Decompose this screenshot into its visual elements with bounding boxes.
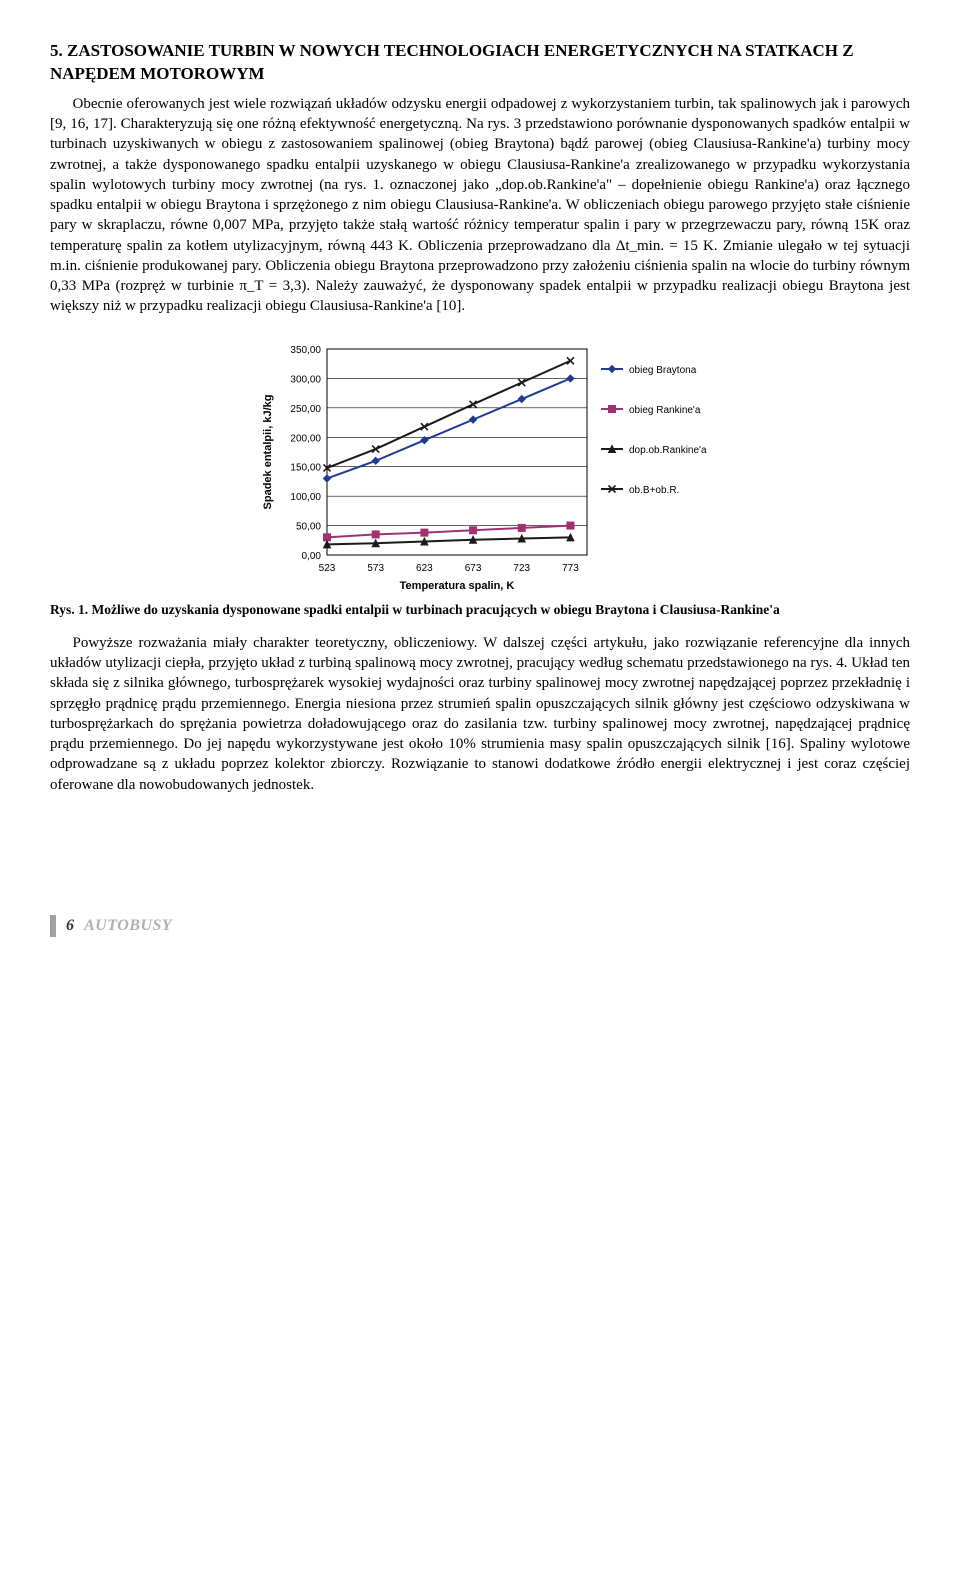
svg-text:Temperatura spalin, K: Temperatura spalin, K [400, 580, 515, 592]
chart-container: 0,00 50,00 100,00 150,00 200,00 250,00 300,00 3… [50, 335, 910, 595]
svg-text:ob.B+ob.R.: ob.B+ob.R. [629, 485, 679, 496]
paragraph-2: Powyższe rozważania miały charakter teor… [50, 633, 910, 795]
svg-text:100,00: 100,00 [290, 492, 321, 503]
svg-text:0,00: 0,00 [302, 551, 322, 562]
enthalpy-chart: 0,00 50,00 100,00 150,00 200,00 250,00 300,00 3… [245, 335, 715, 595]
footer-bar-icon [50, 915, 56, 937]
svg-text:573: 573 [367, 563, 384, 574]
svg-text:523: 523 [319, 563, 336, 574]
section-heading: 5. ZASTOSOWANIE TURBIN W NOWYCH TECHNOLO… [50, 40, 910, 86]
svg-text:623: 623 [416, 563, 433, 574]
section-title-text: ZASTOSOWANIE TURBIN W NOWYCH TECHNOLOGIA… [50, 41, 854, 83]
magazine-name: AUTOBUSY [84, 915, 172, 937]
caption-text: Możliwe do uzyskania dysponowane spadki … [92, 602, 780, 617]
page-number: 6 [66, 915, 74, 937]
svg-text:50,00: 50,00 [296, 521, 321, 532]
svg-text:Spadek entalpii, kJ/kg: Spadek entalpii, kJ/kg [262, 394, 274, 509]
svg-text:200,00: 200,00 [290, 433, 321, 444]
svg-text:350,00: 350,00 [290, 345, 321, 356]
svg-text:723: 723 [513, 563, 530, 574]
svg-text:300,00: 300,00 [290, 374, 321, 385]
svg-text:obieg Rankine'a: obieg Rankine'a [629, 405, 701, 416]
paragraph-1: Obecnie oferowanych jest wiele rozwiązań… [50, 94, 910, 317]
caption-label: Rys. 1. [50, 602, 88, 617]
svg-text:673: 673 [465, 563, 482, 574]
svg-text:773: 773 [562, 563, 579, 574]
svg-text:obieg Braytona: obieg Braytona [629, 365, 697, 376]
svg-text:250,00: 250,00 [290, 403, 321, 414]
section-number: 5. [50, 41, 63, 60]
page-footer: 6 AUTOBUSY [50, 915, 910, 937]
svg-text:150,00: 150,00 [290, 462, 321, 473]
svg-text:dop.ob.Rankine'a: dop.ob.Rankine'a [629, 445, 707, 456]
figure-caption: Rys. 1. Możliwe do uzyskania dysponowane… [50, 601, 910, 619]
